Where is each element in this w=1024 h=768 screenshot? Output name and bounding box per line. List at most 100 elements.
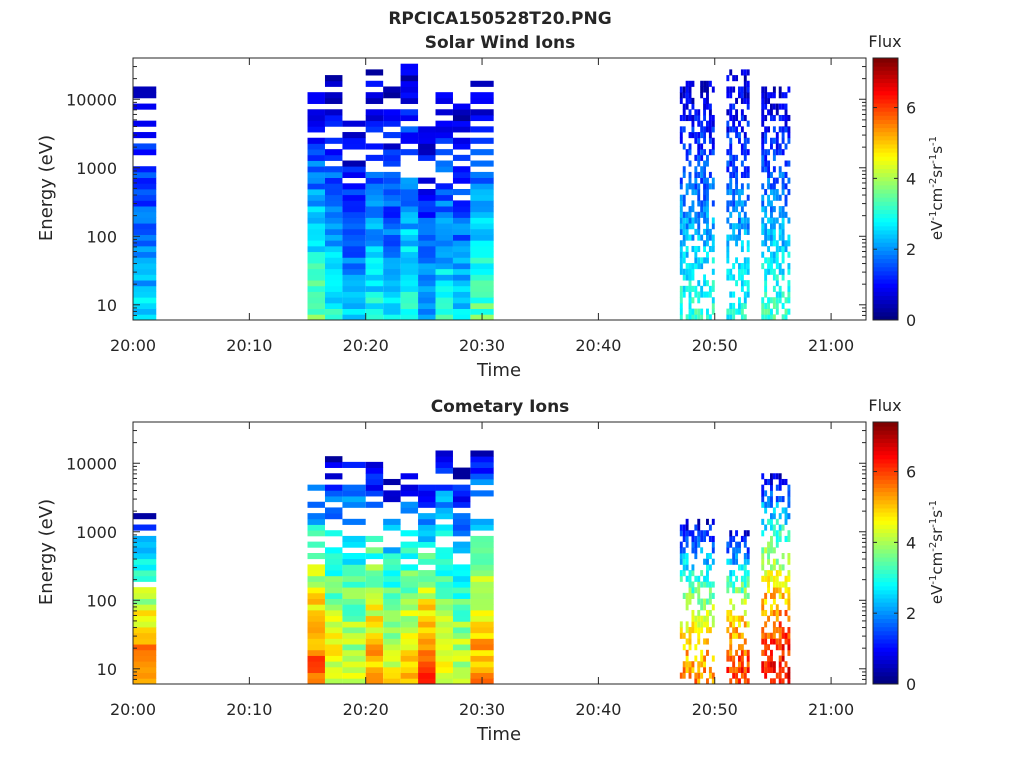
heatmap-cell [738,217,741,224]
heatmap-cell [775,217,779,224]
colorbar-swatch [873,254,898,260]
colorbar-swatch [873,213,898,219]
heatmap-cell [452,524,471,531]
heatmap-cell [342,501,366,508]
heatmap-cell [781,678,785,685]
colorbar-swatch [873,675,898,681]
colorbar-swatch [873,647,898,652]
heatmap-cell [732,194,736,201]
heatmap-cell [770,473,773,480]
heatmap-cell [708,553,712,560]
heatmap-cell [778,581,782,588]
heatmap-cell [685,638,689,645]
heatmap-cell [400,228,419,235]
heatmap-cell [706,257,709,264]
heatmap-cell [694,547,698,554]
heatmap-cell [383,615,401,622]
heatmap-cell [324,649,343,656]
heatmap-cell [746,592,750,599]
heatmap-cell [738,308,741,315]
heatmap-cell [418,604,436,611]
heatmap-cell [781,655,785,662]
heatmap-cell [772,166,776,173]
heatmap-cell [383,263,401,270]
heatmap-cell [400,530,419,537]
heatmap-cell [365,211,384,218]
heatmap-cell [383,189,401,196]
heatmap-cell [342,263,366,270]
heatmap-cell [470,615,494,622]
heatmap-cell [746,69,750,76]
colorbar-swatch [873,434,898,439]
heatmap-cell [697,120,701,127]
heatmap-cell [740,268,744,275]
heatmap-cell [740,581,744,588]
heatmap-cell [342,200,366,207]
heatmap-cell [365,80,384,87]
heatmap-cell [726,649,730,656]
heatmap-cell [470,598,494,605]
heatmap-cell [682,564,686,571]
heatmap-cell [400,86,419,93]
heatmap-cell [694,109,698,116]
heatmap-cell [772,114,776,122]
heatmap-cell [324,484,343,491]
heatmap-cell [324,314,343,321]
heatmap-cell [784,92,788,99]
heatmap-cell [746,149,750,156]
heatmap-cell [778,661,782,668]
heatmap-cell [470,211,494,218]
heatmap-cell [133,223,157,230]
heatmap-cell [781,132,785,139]
heatmap-cell [470,200,494,207]
heatmap-cell [729,291,733,298]
heatmap-cell [691,217,695,224]
heatmap-cell [694,575,698,582]
heatmap-cell [787,678,791,685]
heatmap-cell [775,496,779,503]
heatmap-cell [685,234,689,241]
heatmap-cell [729,535,733,543]
heatmap-cell [365,649,384,656]
heatmap-cell [706,223,709,230]
heatmap-cell [708,564,712,571]
heatmap-cell [706,194,709,201]
colorbar-swatch [873,98,898,104]
heatmap-cell [685,666,689,674]
heatmap-cell [470,672,494,679]
heatmap-cell [324,490,343,497]
heatmap-cell [694,678,698,685]
colorbar-tick-label: 0 [906,675,916,694]
y-tick-label: 10 [97,660,117,679]
heatmap-cell [767,217,771,224]
heatmap-cell [746,581,750,588]
heatmap-cell [307,223,325,230]
heatmap-cell [435,268,453,275]
heatmap-cell [679,194,683,201]
heatmap-cell [740,126,744,133]
heatmap-cell [735,200,739,207]
heatmap-cell [787,114,791,122]
heatmap-cell [764,666,768,674]
heatmap-cell [685,541,689,548]
heatmap-cell [732,263,736,270]
heatmap-cell [732,302,736,310]
heatmap-cell [708,120,712,127]
colorbar-swatch [873,585,898,591]
heatmap-cell [711,137,715,144]
heatmap-cell [365,240,384,247]
heatmap-cell [740,97,744,104]
heatmap-cell [738,297,741,304]
heatmap-cell [470,644,494,651]
heatmap-cell [735,666,739,674]
heatmap-cell [691,200,695,207]
heatmap-cell [726,120,730,127]
heatmap-cell [784,609,788,617]
colorbar-title: Flux [868,396,901,415]
heatmap-cell [764,661,768,668]
heatmap-cell [706,160,709,167]
heatmap-cell [688,297,692,304]
heatmap-cell [470,171,494,179]
heatmap-cell [682,672,686,679]
heatmap-cell [470,137,494,144]
